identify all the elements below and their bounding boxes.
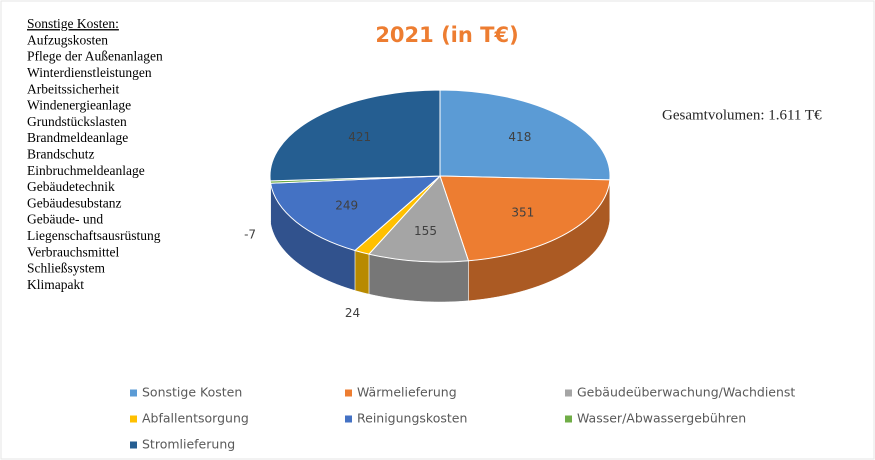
side-note-line: Pflege der Außenanlagen bbox=[27, 49, 163, 64]
slice bbox=[439, 175, 611, 262]
data-label: 418 bbox=[508, 130, 531, 144]
legend-swatch bbox=[130, 389, 137, 397]
side-note-line: Verbrauchsmittel bbox=[27, 244, 119, 259]
side-note-line: Schließsystem bbox=[27, 261, 105, 276]
annotation: Gesamtvolumen: 1.611 T€ bbox=[662, 107, 822, 123]
legend-label: Stromlieferung bbox=[142, 437, 235, 452]
slice bbox=[439, 89, 611, 181]
side-note-line: Winterdienstleistungen bbox=[27, 65, 152, 80]
legend-label: Sonstige Kosten bbox=[142, 385, 242, 400]
legend-label: Abfallentsorgung bbox=[142, 411, 249, 426]
data-label: 249 bbox=[335, 198, 358, 212]
data-label: 24 bbox=[345, 306, 360, 320]
chart-title: 2021 (in T€) bbox=[375, 23, 518, 47]
side-note-line: Brandmeldeanlage bbox=[27, 130, 128, 145]
slice bbox=[270, 175, 442, 252]
slice bbox=[269, 89, 441, 182]
side-note-line: Grundstückslasten bbox=[27, 114, 127, 129]
legend-swatch bbox=[565, 389, 572, 397]
side-note-line: Brandschutz bbox=[27, 146, 94, 161]
side-note: Sonstige Kosten: Aufzugskosten Pflege der… bbox=[27, 16, 163, 292]
legend-label: Reinigungskosten bbox=[357, 411, 467, 426]
side-note-line: Windenergieanlage bbox=[27, 98, 131, 113]
side-note-line: Aufzugskosten bbox=[27, 32, 108, 47]
side-note-line: Gebäude- und bbox=[27, 212, 103, 227]
data-label: 155 bbox=[414, 224, 437, 238]
data-label: -7 bbox=[244, 227, 256, 241]
legend-swatch bbox=[130, 441, 137, 449]
side-note-line: Klimapakt bbox=[27, 277, 84, 292]
legend-swatch bbox=[565, 415, 572, 423]
slice-side bbox=[354, 250, 370, 295]
side-note-heading: Sonstige Kosten: bbox=[27, 16, 119, 31]
side-note-line: Liegenschaftsausrüstung bbox=[27, 228, 161, 243]
data-label: 351 bbox=[511, 206, 534, 220]
legend-label: Wasser/Abwassergebühren bbox=[577, 411, 746, 426]
side-note-line: Einbruchmeldeanlage bbox=[27, 163, 145, 178]
slice bbox=[368, 175, 470, 263]
side-note-line: Gebäudesubstanz bbox=[27, 195, 121, 210]
legend-label: Gebäudeüberwachung/Wachdienst bbox=[577, 385, 795, 400]
data-label: 421 bbox=[348, 130, 371, 144]
legend-swatch bbox=[345, 415, 352, 423]
legend-swatch bbox=[345, 389, 352, 397]
legend-label: Wärmelieferung bbox=[357, 385, 457, 400]
side-note-line: Gebäudetechnik bbox=[27, 179, 115, 194]
legend-swatch bbox=[130, 415, 137, 423]
side-note-line: Arbeitssicherheit bbox=[27, 81, 119, 96]
